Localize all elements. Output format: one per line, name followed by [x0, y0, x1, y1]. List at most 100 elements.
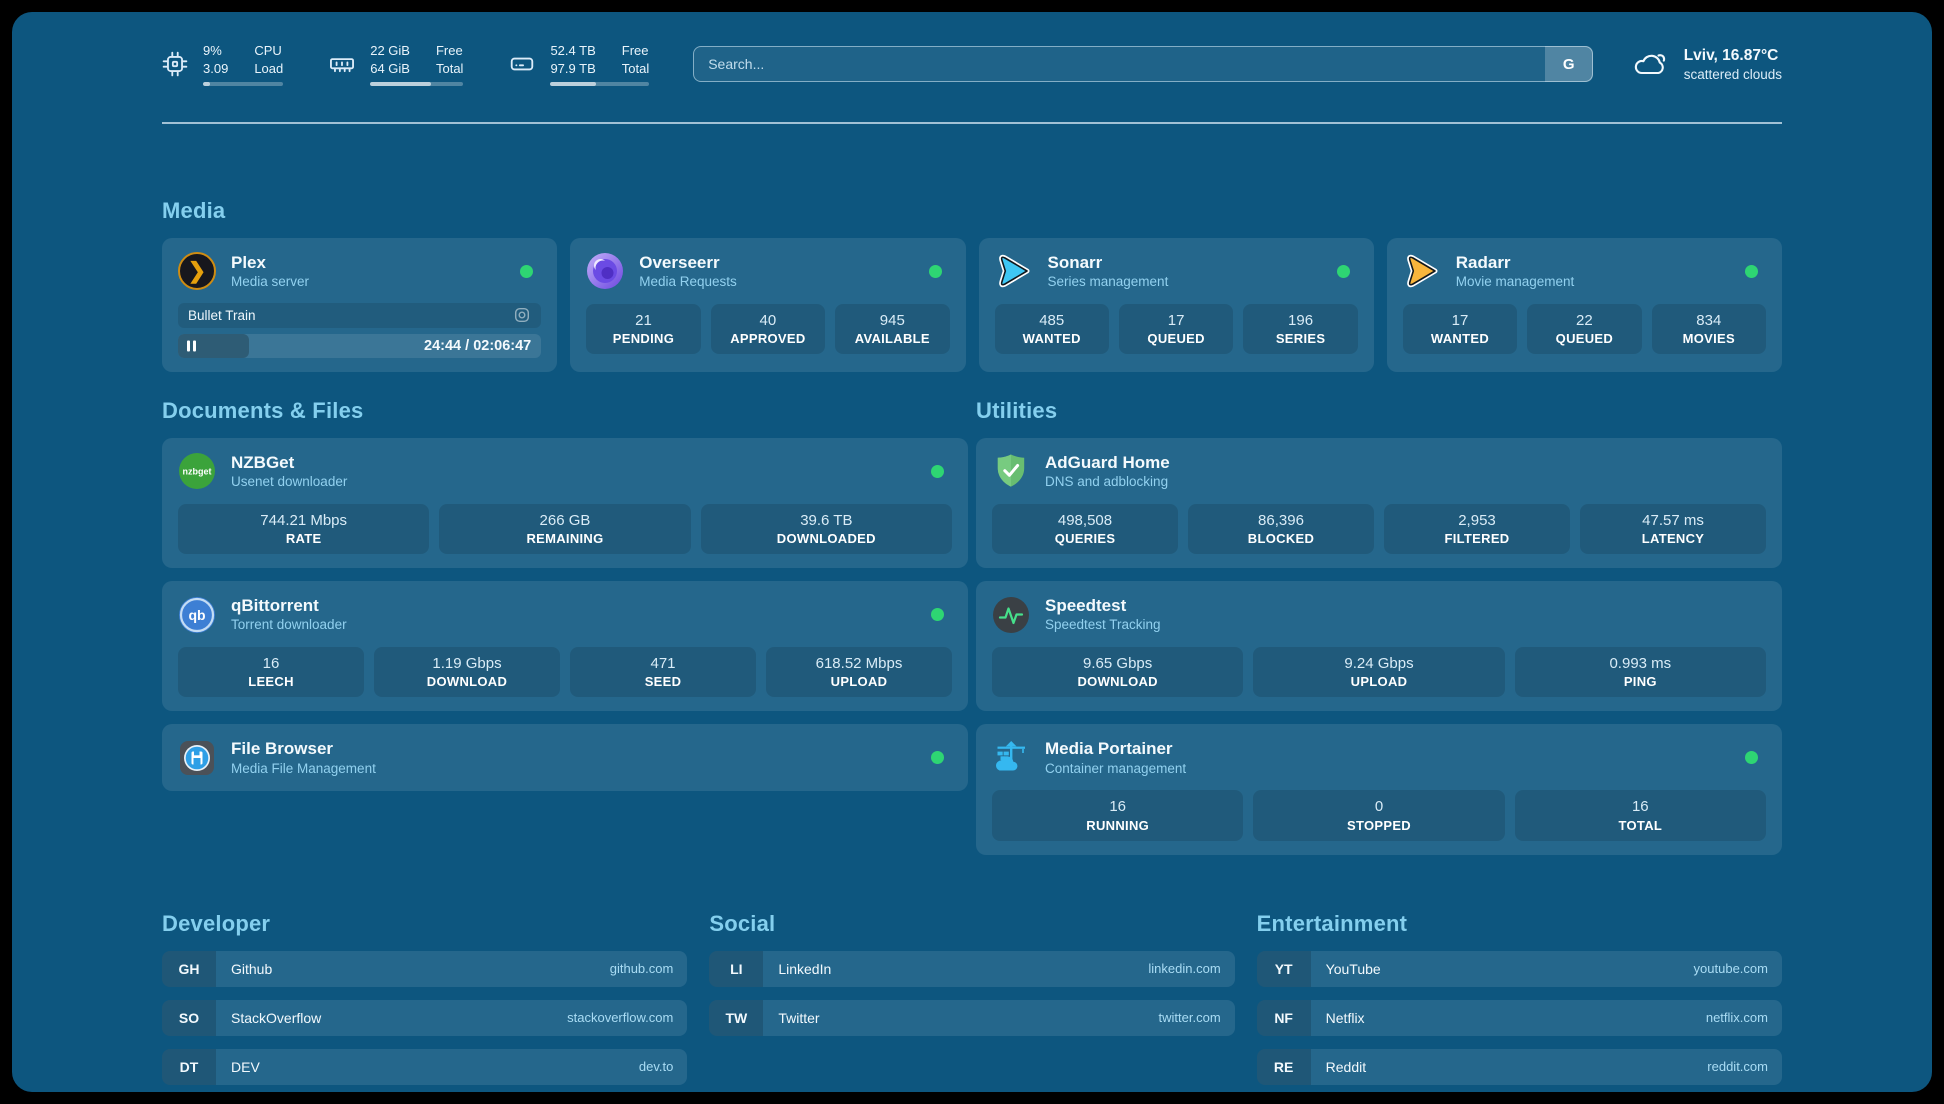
service-title: qBittorrent — [231, 596, 319, 616]
stat-block: 485 WANTED — [994, 303, 1109, 355]
memory-free-label: Free — [435, 43, 463, 58]
stat-block: 17 WANTED — [1402, 303, 1518, 355]
service-subtitle: Media server — [231, 274, 310, 290]
section-heading-developer: Developer — [162, 910, 271, 936]
stat-block: 9.24 Gbps UPLOAD — [1253, 646, 1505, 698]
bookmark-domain: twitter.com — [1158, 1010, 1221, 1026]
stat-value: 17 — [1167, 311, 1185, 329]
stat-value: 945 — [879, 311, 905, 329]
bookmark-name: Twitter — [778, 1009, 820, 1026]
search-input[interactable] — [693, 46, 1593, 83]
service-subtitle: Media File Management — [231, 760, 376, 776]
playback-time: 24:44 / 02:06:47 — [424, 337, 532, 354]
resource-widgets: 9% 3.09 CPU Load — [162, 42, 650, 87]
stat-label: MOVIES — [1682, 331, 1735, 347]
bookmark-youtube[interactable]: YT YouTube youtube.com — [1256, 950, 1782, 987]
cpu-load-label: Load — [254, 60, 284, 76]
stat-value: 47.57 ms — [1642, 511, 1704, 529]
stat-value: 0.993 ms — [1609, 654, 1672, 672]
status-dot — [931, 464, 944, 478]
bookmark-dev[interactable]: DT DEV dev.to — [162, 1048, 688, 1085]
stat-label: STOPPED — [1346, 817, 1411, 833]
overseerr-icon — [586, 252, 624, 290]
status-dot — [1336, 264, 1350, 278]
stat-label: FILTERED — [1444, 531, 1510, 547]
scattered-clouds-icon — [1631, 44, 1671, 84]
topbar: 9% 3.09 CPU Load — [162, 42, 1782, 87]
memory-widget: 22 GiB 64 GiB Free Total — [329, 42, 464, 87]
service-card-adguard[interactable]: AdGuard Home DNS and adblocking 498,508 … — [976, 437, 1782, 569]
stat-value: 471 — [650, 654, 676, 672]
bookmark-twitter[interactable]: TW Twitter twitter.com — [709, 999, 1235, 1036]
service-title: Sonarr — [1047, 253, 1103, 273]
stat-value: 17 — [1451, 311, 1469, 329]
stat-value: 2,953 — [1458, 511, 1496, 529]
service-card-speedtest[interactable]: Speedtest Speedtest Tracking 9.65 Gbps D… — [976, 581, 1782, 712]
stat-value: 744.21 Mbps — [260, 511, 348, 529]
qbittorrent-icon: qb — [178, 596, 216, 634]
stat-value: 834 — [1696, 311, 1722, 329]
cpu-progress-bar — [203, 82, 284, 87]
stat-label: UPLOAD — [1350, 674, 1408, 690]
stat-block: 16 RUNNING — [992, 790, 1244, 841]
bookmark-abbr: NF — [1256, 999, 1311, 1036]
status-dot — [928, 264, 942, 278]
cpu-widget: 9% 3.09 CPU Load — [162, 42, 284, 87]
stat-block: 618.52 Mbps UPLOAD — [766, 646, 952, 698]
bookmark-name: Reddit — [1325, 1058, 1367, 1075]
stat-label: REMAINING — [526, 531, 604, 547]
service-card-plex[interactable]: ❯ Plex Media server Bullet Train 24:44 /… — [162, 238, 558, 372]
stat-value: 618.52 Mbps — [815, 654, 903, 672]
svg-text:qb: qb — [188, 607, 205, 623]
service-subtitle: DNS and adblocking — [1045, 474, 1169, 490]
stat-label: LATENCY — [1641, 531, 1705, 547]
section-heading-entertainment: Entertainment — [1256, 910, 1408, 936]
stat-label: APPROVED — [730, 331, 806, 347]
stat-block: 86,396 BLOCKED — [1188, 503, 1374, 555]
cpu-load-value: 3.09 — [203, 60, 229, 76]
adguard-icon — [992, 452, 1030, 490]
bookmark-domain: dev.to — [638, 1059, 674, 1075]
filebrowser-icon — [178, 739, 216, 777]
stat-value: 40 — [759, 311, 777, 329]
stat-block: 471 SEED — [570, 646, 756, 698]
bookmark-github[interactable]: GH Github github.com — [162, 950, 688, 987]
topbar-divider — [162, 122, 1782, 125]
stat-value: 16 — [1109, 798, 1126, 816]
stat-block: 945 AVAILABLE — [835, 303, 950, 355]
service-title: NZBGet — [231, 452, 295, 472]
service-title: Radarr — [1455, 253, 1511, 273]
stat-block: 16 TOTAL — [1514, 790, 1766, 841]
documents-column: Documents & Files nzbget NZBGet U — [162, 398, 968, 855]
disk-icon — [509, 51, 535, 77]
search-provider-button[interactable]: G — [1544, 46, 1593, 83]
bookmark-abbr: YT — [1256, 950, 1311, 987]
bookmark-reddit[interactable]: RE Reddit reddit.com — [1256, 1048, 1782, 1085]
bookmark-stackoverflow[interactable]: SO StackOverflow stackoverflow.com — [162, 999, 688, 1036]
service-card-filebrowser[interactable]: File Browser Media File Management — [162, 724, 968, 792]
bookmark-linkedin[interactable]: LI LinkedIn linkedin.com — [709, 950, 1235, 987]
stat-value: 9.65 Gbps — [1083, 654, 1153, 672]
bookmark-domain: netflix.com — [1705, 1010, 1768, 1026]
nzbget-icon: nzbget — [178, 452, 216, 490]
bookmark-abbr: DT — [162, 1048, 216, 1085]
section-heading-media: Media — [162, 198, 226, 224]
service-card-overseerr[interactable]: Overseerr Media Requests 21 PENDING 40 A… — [570, 238, 966, 372]
service-title: Plex — [231, 253, 266, 273]
stat-label: BLOCKED — [1247, 531, 1315, 547]
bookmark-domain: stackoverflow.com — [567, 1010, 674, 1026]
service-card-qbittorrent[interactable]: qb qBittorrent Torrent downloader 16 LEE… — [162, 581, 968, 712]
bookmark-netflix[interactable]: NF Netflix netflix.com — [1256, 999, 1782, 1036]
status-dot — [1745, 751, 1758, 765]
service-card-sonarr[interactable]: Sonarr Series management 485 WANTED 17 Q… — [978, 238, 1374, 372]
stat-block: 196 SERIES — [1243, 303, 1358, 355]
service-card-portainer[interactable]: Media Portainer Container management 16 … — [976, 724, 1782, 855]
now-playing-title: Bullet Train — [188, 307, 256, 323]
status-dot — [931, 751, 944, 765]
service-card-nzbget[interactable]: nzbget NZBGet Usenet downloader 744.21 M… — [162, 437, 968, 569]
service-subtitle: Series management — [1047, 274, 1169, 290]
service-card-radarr[interactable]: Radarr Movie management 17 WANTED 22 QUE… — [1386, 238, 1782, 372]
cpu-usage: 9% — [203, 43, 222, 58]
dashboard: 9% 3.09 CPU Load — [12, 12, 1932, 1092]
now-playing-row: Bullet Train — [178, 302, 542, 328]
